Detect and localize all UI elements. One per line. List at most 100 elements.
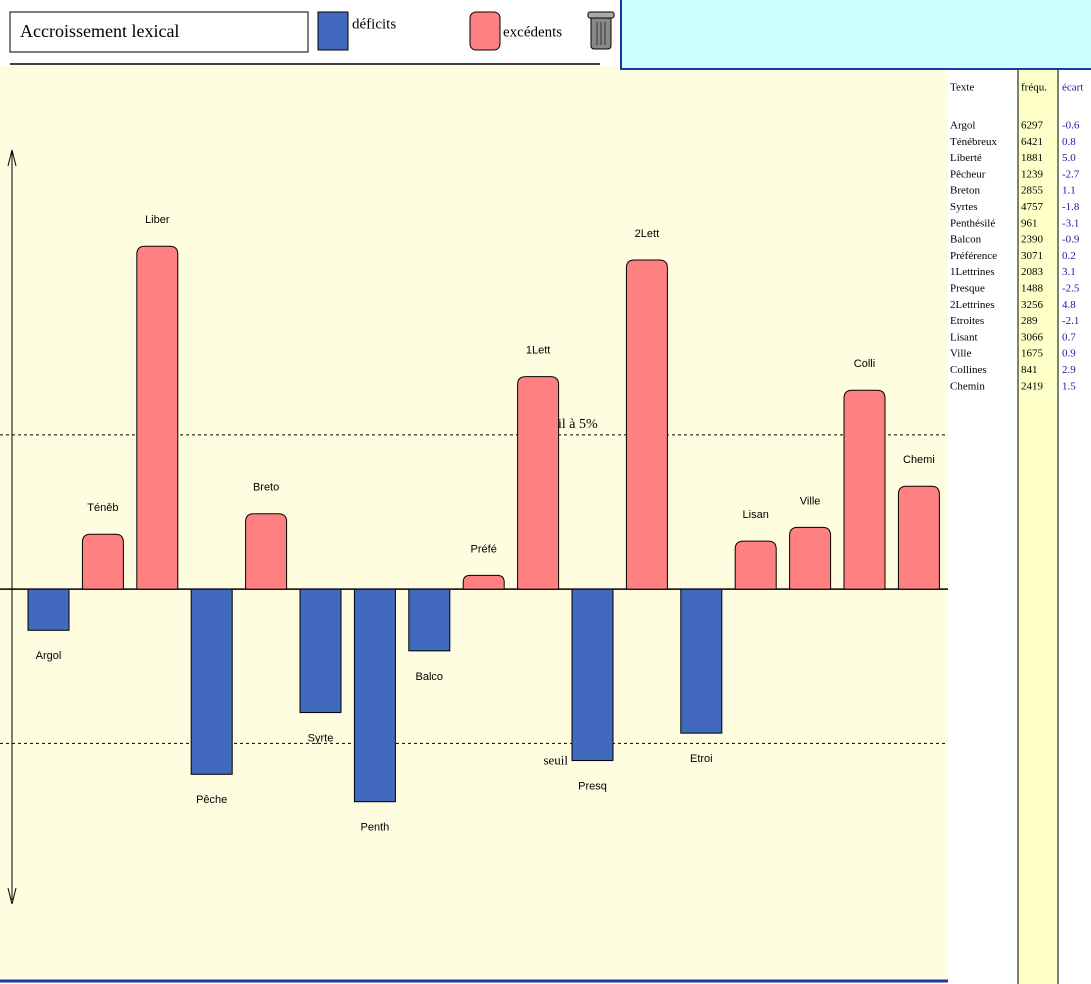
table-cell: 1675	[1021, 348, 1044, 360]
table-cell: Ténébreux	[950, 136, 998, 148]
bar	[571, 588, 614, 762]
bar	[734, 540, 777, 590]
table-cell: 1Lettrines	[950, 266, 995, 278]
bar	[517, 376, 560, 590]
bar	[136, 245, 179, 590]
table-cell: Etroites	[950, 315, 984, 327]
bar-label: Téněb	[87, 502, 118, 514]
table-cell: Balcon	[950, 234, 982, 246]
legend-swatch-positive[interactable]	[469, 11, 501, 51]
table-cell: 1.5	[1062, 380, 1076, 392]
bar-label: Préfé	[471, 543, 497, 555]
table-cell: 3.1	[1062, 266, 1076, 278]
table-cell: Ville	[950, 348, 971, 360]
bar	[625, 259, 668, 590]
table-cell: 3071	[1021, 250, 1043, 262]
table-cell: 289	[1021, 315, 1038, 327]
info-panel-border	[620, 0, 1091, 70]
table-cell: 841	[1021, 364, 1038, 376]
table-column-highlight	[1018, 70, 1058, 984]
table-cell: Chemin	[950, 380, 985, 392]
bar	[81, 533, 124, 590]
bar	[245, 513, 288, 590]
table-cell: 2855	[1021, 185, 1044, 197]
bar	[353, 588, 396, 803]
bar-label: Penth	[361, 822, 390, 834]
bar-label: Chemi	[903, 454, 935, 466]
table-cell: 3256	[1021, 299, 1044, 311]
legend-swatch-negative[interactable]	[317, 11, 349, 51]
table-cell: Penthésilé	[950, 217, 995, 229]
bar-label: Pêche	[196, 794, 227, 806]
table-cell: -2.5	[1062, 283, 1080, 295]
bar-label: Ville	[800, 495, 821, 507]
table-cell: Breton	[950, 185, 980, 197]
table-cell: 0.8	[1062, 136, 1076, 148]
bar	[408, 588, 451, 652]
bar	[190, 588, 233, 775]
table-cell: Pêcheur	[950, 168, 986, 180]
table-cell: -0.6	[1062, 120, 1080, 132]
table-cell: Collines	[950, 364, 987, 376]
bar	[843, 389, 886, 590]
bar	[462, 574, 505, 590]
legend-label: déficits	[352, 16, 396, 32]
bar-label: Balco	[416, 671, 444, 683]
bar-label: Etroi	[690, 753, 713, 765]
table-cell: Préférence	[950, 250, 997, 262]
bar-label: Lisan	[743, 509, 769, 521]
table-cell: 6297	[1021, 120, 1044, 132]
table-cell: 0.9	[1062, 348, 1076, 360]
bar-label: Argol	[36, 650, 62, 662]
bar-label: Colli	[854, 358, 875, 370]
info-panel	[620, 0, 1091, 70]
trash-icon[interactable]	[587, 11, 615, 50]
table-cell: 961	[1021, 217, 1038, 229]
table-cell: 0.7	[1062, 331, 1076, 343]
bar-label: Syrte	[308, 732, 334, 744]
table-cell: Presque	[950, 283, 985, 295]
table-cell: -2.1	[1062, 315, 1079, 327]
table-cell: 1.1	[1062, 185, 1076, 197]
title-box	[9, 11, 309, 53]
bar-label: Presq	[578, 780, 607, 792]
table-cell: 4.8	[1062, 299, 1076, 311]
bar	[789, 526, 832, 590]
table-header: fréqu.	[1021, 82, 1047, 94]
table-cell: 1881	[1021, 152, 1043, 164]
table-cell: 1488	[1021, 283, 1044, 295]
bar	[680, 588, 723, 734]
table-cell: Syrtes	[950, 201, 978, 213]
vertical-axis	[7, 149, 17, 905]
bar-label: Liber	[145, 214, 170, 226]
table-cell: Liberté	[950, 152, 982, 164]
table-cell: 5.0	[1062, 152, 1076, 164]
table-header: Texte	[950, 82, 974, 94]
table-cell: Lisant	[950, 331, 978, 343]
threshold-label: il à 5%	[558, 417, 598, 432]
table-cell: 2390	[1021, 234, 1044, 246]
bar	[299, 588, 342, 714]
table-cell: 2Lettrines	[950, 299, 995, 311]
table-cell: 3066	[1021, 331, 1044, 343]
table-cell: -1.8	[1062, 201, 1080, 213]
bar	[897, 485, 940, 590]
bar	[27, 588, 70, 631]
table-cell: -3.1	[1062, 217, 1079, 229]
bar-label: Breto	[253, 482, 279, 494]
table-cell: 2.9	[1062, 364, 1076, 376]
title: Accroissement lexical	[20, 21, 179, 41]
table-cell: -0.9	[1062, 234, 1080, 246]
table-cell: 2083	[1021, 266, 1044, 278]
bar-label: 1Lett	[526, 344, 550, 356]
threshold-label: seuil	[543, 752, 568, 767]
table-cell: 6421	[1021, 136, 1043, 148]
table-cell: -2.7	[1062, 168, 1080, 180]
legend-label: excédents	[503, 24, 562, 40]
table-cell: Argol	[950, 120, 975, 132]
table-cell: 2419	[1021, 380, 1044, 392]
table-cell: 1239	[1021, 168, 1044, 180]
table-header: écart	[1062, 82, 1083, 94]
